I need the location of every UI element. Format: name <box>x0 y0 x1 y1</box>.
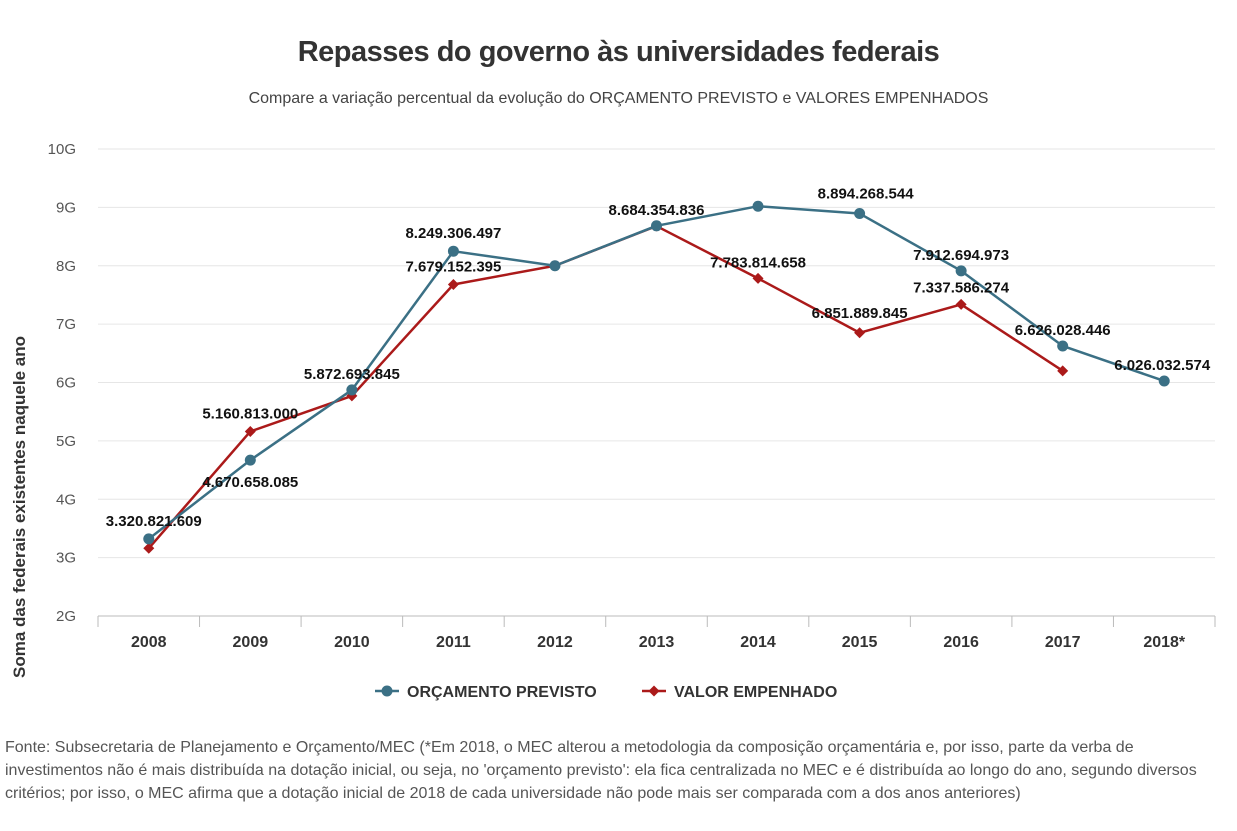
x-tick-label: 2009 <box>233 634 269 651</box>
data-point <box>244 454 256 466</box>
data-point <box>1057 340 1069 352</box>
data-point <box>854 208 866 220</box>
data-label: 6.851.889.845 <box>812 305 908 322</box>
x-tick-label: 2008 <box>131 634 167 651</box>
data-point <box>346 384 358 396</box>
chart-title: Repasses do governo às universidades fed… <box>297 36 940 68</box>
data-label: 7.912.694.973 <box>913 247 1009 264</box>
x-tick-label: 2018* <box>1143 634 1186 651</box>
legend-label: VALOR EMPENHADO <box>674 684 837 701</box>
y-axis-ticks: 10G 9G 8G 7G 6G 5G 4G 3G 2G <box>48 141 76 625</box>
chart-subtitle: Compare a variação percentual da evoluçã… <box>248 90 989 107</box>
series-orcamento-previsto <box>143 200 1170 545</box>
line-chart: 10G 9G 8G 7G 6G 5G 4G 3G 2G 2008 2009 2010 2011 2012… <box>10 141 1216 701</box>
y-axis-label: Soma das federais existentes naquele ano <box>10 336 29 678</box>
y-tick-label: 8G <box>56 258 76 275</box>
data-label: 4.670.658.085 <box>202 474 298 491</box>
x-tick-label: 2014 <box>740 634 776 651</box>
y-tick-label: 3G <box>56 550 76 567</box>
data-point <box>1057 365 1069 377</box>
data-label: 5.872.693.845 <box>304 366 400 383</box>
data-point <box>549 260 561 272</box>
series-line <box>147 224 1064 550</box>
x-tick-label: 2011 <box>436 634 471 651</box>
data-point <box>1158 375 1170 387</box>
data-label: 6.026.032.574 <box>1114 357 1211 374</box>
y-tick-label: 6G <box>56 375 76 392</box>
data-point <box>143 533 155 545</box>
legend[interactable]: ORÇAMENTO PREVISTO VALOR EMPENHADO <box>375 684 837 701</box>
legend-item[interactable]: ORÇAMENTO PREVISTO <box>375 684 597 701</box>
y-tick-label: 5G <box>56 433 76 450</box>
data-label: 7.783.814.658 <box>710 254 806 271</box>
data-point <box>648 685 660 697</box>
data-point <box>854 327 866 339</box>
legend-item[interactable]: VALOR EMPENHADO <box>642 684 837 701</box>
series-valor-empenhado <box>143 220 1069 554</box>
data-point <box>752 272 764 284</box>
source-note: Fonte: Subsecretaria de Planejamento e O… <box>5 739 1197 802</box>
x-tick-label: 2017 <box>1045 634 1081 651</box>
y-tick-label: 7G <box>56 316 76 333</box>
x-tick-label: 2013 <box>639 634 675 651</box>
data-label: 8.249.306.497 <box>405 225 501 242</box>
x-axis: 2008 2009 2010 2011 2012 2013 2014 2015 2016 2017… <box>97 615 1216 651</box>
data-label: 3.320.821.609 <box>106 513 202 530</box>
data-point <box>143 542 155 554</box>
x-tick-label: 2016 <box>943 634 979 651</box>
y-tick-label: 4G <box>56 491 76 508</box>
data-point <box>955 265 967 277</box>
y-tick-label: 9G <box>56 199 76 216</box>
legend-label: ORÇAMENTO PREVISTO <box>407 684 597 701</box>
data-label: 6.626.028.446 <box>1015 322 1111 339</box>
data-label: 7.337.586.274 <box>913 279 1010 296</box>
x-tick-label: 2012 <box>537 634 573 651</box>
data-label: 5.160.813.000 <box>202 405 298 422</box>
series <box>143 200 1170 554</box>
grid-lines <box>98 148 1215 559</box>
data-label: 7.679.152.395 <box>405 258 501 275</box>
data-label: 8.684.354.836 <box>609 202 705 219</box>
series-line <box>148 204 1165 540</box>
data-point <box>447 278 459 290</box>
data-point <box>752 200 764 212</box>
data-point <box>955 298 967 310</box>
data-point <box>651 220 662 232</box>
y-tick-label: 2G <box>56 608 76 625</box>
data-point <box>381 685 393 697</box>
data-labels: 3.320.821.609 4.670.658.085 5.872.693.845 8… <box>106 186 1211 530</box>
data-label: 8.894.268.544 <box>818 186 915 203</box>
data-point <box>447 245 459 257</box>
x-tick-label: 2015 <box>842 634 878 651</box>
y-tick-label: 10G <box>48 141 76 158</box>
data-point <box>244 425 256 437</box>
x-tick-label: 2010 <box>334 634 370 651</box>
